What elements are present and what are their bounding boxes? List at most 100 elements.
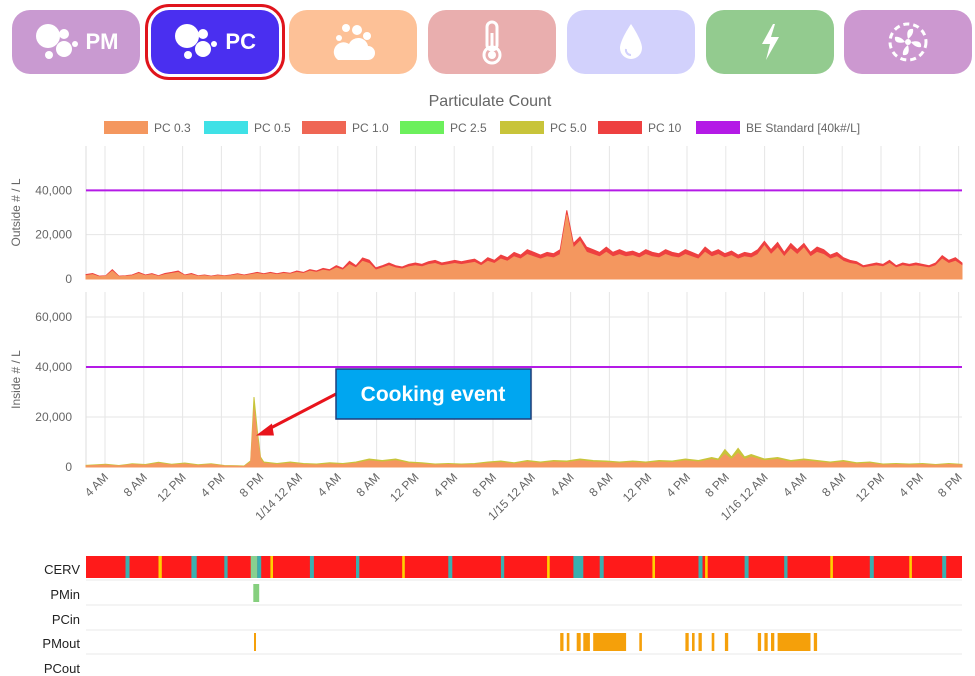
status-bar <box>830 556 833 578</box>
x-tick-label: 8 AM <box>586 470 615 499</box>
legend-label: PC 2.5 <box>450 121 487 135</box>
y-tick-label: 0 <box>65 460 72 474</box>
status-bar <box>813 633 818 651</box>
status-bar <box>942 556 947 578</box>
cooking-event-annotation: Cooking event <box>255 368 532 436</box>
status-bar <box>771 633 775 651</box>
status-bar <box>869 556 874 578</box>
tab-fan[interactable] <box>844 10 973 74</box>
droplet-icon <box>617 22 645 62</box>
legend-label: PC 0.3 <box>154 121 191 135</box>
y-tick-label: 60,000 <box>35 310 72 324</box>
lightning-icon <box>757 22 783 62</box>
annotation-arrowhead <box>255 423 274 436</box>
x-tick-label: 4 PM <box>431 470 461 500</box>
bubbles-icon <box>34 22 80 62</box>
bubbles-icon <box>173 22 219 62</box>
x-tick-label: 4 AM <box>547 470 576 499</box>
legend-swatch <box>104 121 148 134</box>
chart-title: Particulate Count <box>429 93 552 110</box>
status-bar <box>125 556 130 578</box>
tab-pm[interactable]: PM <box>12 10 140 74</box>
status-bar <box>356 556 360 578</box>
x-tick-label: 12 PM <box>154 470 188 504</box>
x-tick-label: 12 PM <box>853 470 887 504</box>
legend-label: PC 5.0 <box>550 121 587 135</box>
status-bar <box>86 556 962 578</box>
status-row-label: PCin <box>52 612 80 627</box>
status-bar <box>692 633 695 651</box>
panel-inside: 0 20,000 40,000 60,000 Inside # / L <box>9 292 963 474</box>
status-bar <box>500 556 505 578</box>
tab-bar: PM PC <box>0 0 975 90</box>
series-area-PC03 <box>85 409 963 468</box>
status-rows: CERV PMin PCin PMout PCout <box>42 556 962 676</box>
cloud-dots-icon <box>330 20 376 64</box>
y-tick-label: 40,000 <box>35 183 72 197</box>
tab-droplet[interactable] <box>566 10 695 74</box>
status-row-label: PCout <box>44 661 81 676</box>
status-bar <box>784 556 788 578</box>
legend-swatch <box>400 121 444 134</box>
legend-label: PC 10 <box>648 121 682 135</box>
status-bar <box>257 556 262 578</box>
status-bar <box>777 633 811 651</box>
fan-icon <box>886 20 930 64</box>
status-bar <box>309 556 314 578</box>
status-bar <box>402 556 405 578</box>
status-bar <box>744 556 749 578</box>
chart-panels: 0 20,000 40,000 Outside # / L 0 20,000 40,000 6… <box>9 146 963 474</box>
status-bar <box>576 633 581 651</box>
panel-outside: 0 20,000 40,000 Outside # / L <box>9 146 963 286</box>
annotation-text: Cooking event <box>361 383 506 406</box>
status-bar <box>698 633 702 651</box>
x-tick-label: 8 AM <box>819 470 848 499</box>
tab-label: PM <box>85 29 119 54</box>
tab-label: PC <box>225 29 256 54</box>
x-tick-label: 4 PM <box>896 470 926 500</box>
x-tick-label: 8 AM <box>353 470 382 499</box>
chart-legend: PC 0.3 PC 0.5 PC 1.0 PC 2.5 PC 5.0 PC 10 BE St… <box>104 121 860 135</box>
legend-swatch <box>500 121 544 134</box>
tab-cloud-dots[interactable] <box>289 10 418 74</box>
status-bar <box>254 633 256 651</box>
x-tick-label: 4 PM <box>663 470 693 500</box>
y-axis-label: Outside # / L <box>9 178 23 246</box>
x-tick-label: 12 PM <box>620 470 654 504</box>
x-tick-label: 8 AM <box>121 470 150 499</box>
status-row-label: PMin <box>50 587 80 602</box>
status-bar <box>448 556 453 578</box>
status-row-label: PMout <box>42 636 80 651</box>
series-area-PC03 <box>85 214 963 280</box>
status-bar <box>253 584 260 602</box>
status-row-label: CERV <box>44 562 80 577</box>
y-tick-label: 0 <box>65 272 72 286</box>
tab-lightning[interactable] <box>705 10 834 74</box>
x-tick-label: 4 AM <box>780 470 809 499</box>
legend-label: BE Standard [40k#/L] <box>746 121 860 135</box>
x-axis: 4 AM 8 AM 12 PM 4 PM 8 PM1/14 12 AM 4 AM 8 AM 1… <box>82 470 965 523</box>
status-bar <box>158 556 162 578</box>
status-bar <box>593 633 627 651</box>
legend-swatch <box>204 121 248 134</box>
x-tick-label: 12 PM <box>387 470 421 504</box>
y-tick-label: 20,000 <box>35 228 72 242</box>
status-bar <box>639 633 642 651</box>
y-tick-label: 20,000 <box>35 410 72 424</box>
status-bar <box>191 556 197 578</box>
status-bar <box>652 556 655 578</box>
tab-thermometer[interactable] <box>428 10 557 74</box>
x-tick-label: 8 PM <box>935 470 965 500</box>
status-bar <box>566 633 570 651</box>
x-tick-label: 8 PM <box>237 470 267 500</box>
tab-pc[interactable]: PC <box>144 4 285 80</box>
status-bar <box>724 633 729 651</box>
status-bar <box>685 633 689 651</box>
y-axis-label: Inside # / L <box>9 350 23 409</box>
status-bar <box>698 556 703 578</box>
legend-swatch <box>302 121 346 134</box>
annotation-box <box>335 368 532 420</box>
status-bar <box>547 556 550 578</box>
x-tick-label: 4 AM <box>315 470 344 499</box>
x-tick-label: 8 PM <box>702 470 732 500</box>
